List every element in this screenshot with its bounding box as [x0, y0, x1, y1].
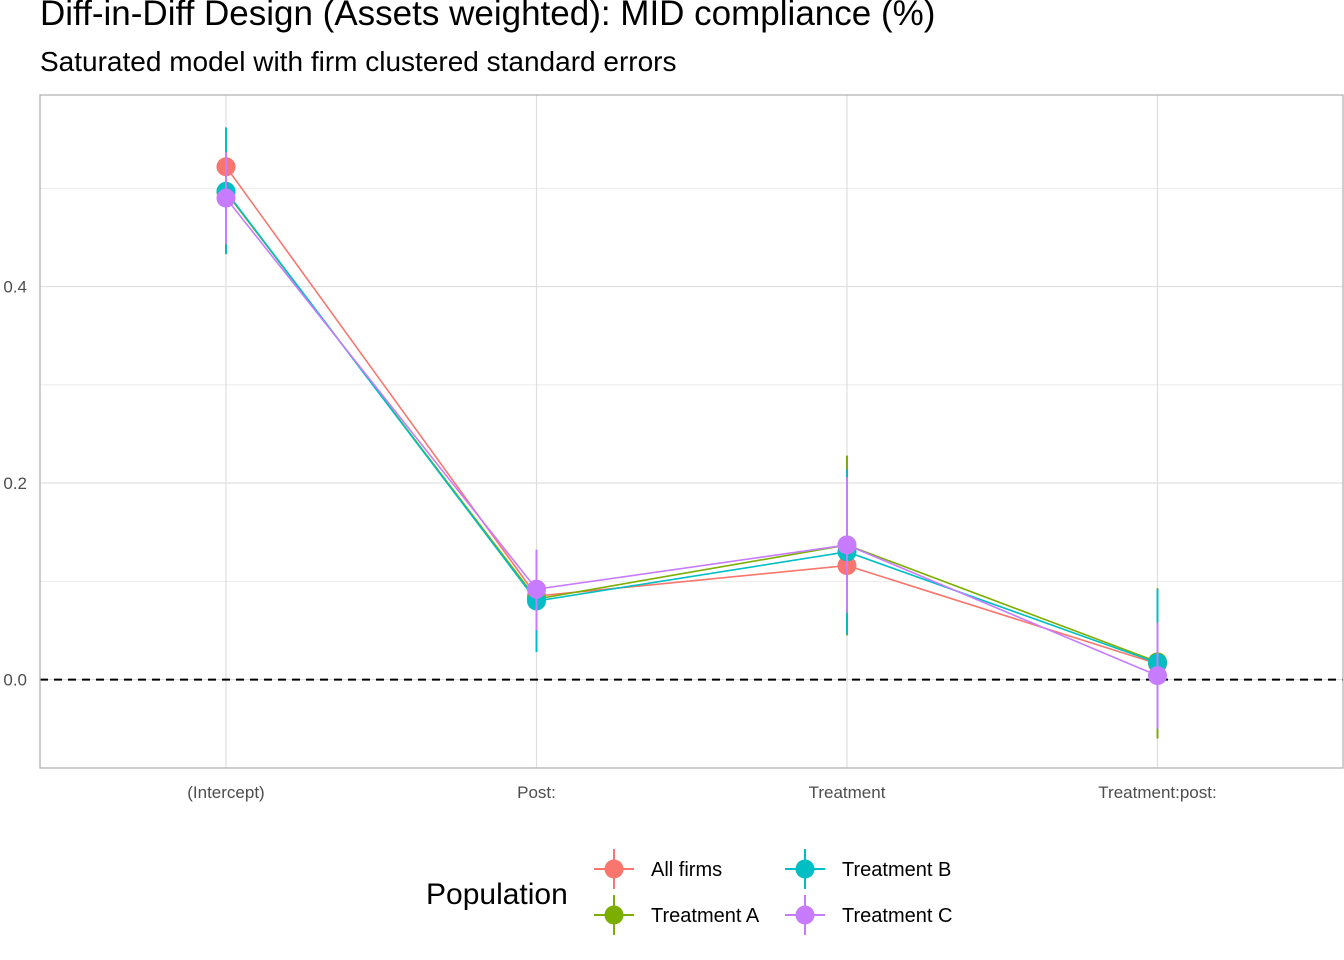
legend-label: Treatment A [651, 905, 760, 927]
data-point [837, 535, 857, 555]
chart-subtitle: Saturated model with firm clustered stan… [40, 46, 677, 77]
legend-key [594, 895, 634, 935]
legend-title: Population [426, 878, 568, 911]
series-treatment-c [216, 151, 1167, 729]
legend-label: Treatment B [842, 859, 951, 881]
legend-label: Treatment C [842, 905, 952, 927]
chart-title: Diff-in-Diff Design (Assets weighted): M… [40, 0, 936, 33]
legend-key-point [604, 859, 624, 879]
series-line [225, 197, 1158, 677]
data-point [527, 579, 546, 599]
legend-key-point [604, 905, 624, 925]
series-line [225, 166, 1158, 665]
x-tick-label: Post: [517, 783, 556, 802]
y-axis: 0.0 0.2 0.4 [3, 278, 27, 690]
grid [40, 95, 1343, 768]
series-all-firms [216, 134, 1167, 710]
data-point [216, 188, 236, 208]
series-treatment-a [216, 139, 1167, 739]
series-layer [216, 127, 1167, 739]
y-tick-label: 0.2 [3, 474, 27, 493]
legend-key-point [795, 859, 815, 879]
x-tick-label: (Intercept) [187, 783, 264, 802]
x-tick-label: Treatment:post: [1098, 783, 1216, 802]
legend: Population All firms Treatment A Treatment… [426, 849, 952, 935]
legend-key [594, 849, 634, 889]
data-point [1148, 666, 1167, 686]
series-treatment-b [216, 127, 1167, 729]
y-tick-label: 0.0 [3, 671, 27, 690]
series-line [225, 191, 1158, 663]
series-line [225, 190, 1158, 664]
legend-key-point [795, 905, 815, 925]
y-tick-label: 0.4 [3, 278, 27, 297]
plot-panel-border [39, 94, 1344, 769]
legend-label: All firms [651, 859, 722, 881]
legend-key [785, 849, 825, 889]
x-tick-label: Treatment [809, 783, 886, 802]
legend-key [785, 895, 825, 935]
x-axis: (Intercept) Post: Treatment Treatment:post: [187, 783, 1216, 802]
